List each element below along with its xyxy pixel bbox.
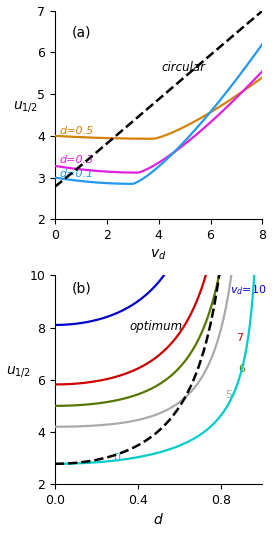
Text: 6: 6: [239, 364, 246, 374]
Y-axis label: $u_{1/2}$: $u_{1/2}$: [5, 365, 31, 380]
Text: optimum: optimum: [129, 320, 183, 333]
Text: 0: 0: [113, 453, 120, 463]
Text: d=0.3: d=0.3: [60, 156, 94, 165]
Text: d=0.1: d=0.1: [60, 169, 94, 179]
X-axis label: $d$: $d$: [153, 512, 164, 528]
Y-axis label: $u_{1/2}$: $u_{1/2}$: [13, 100, 39, 115]
Text: d=0.5: d=0.5: [60, 126, 94, 136]
Text: 5: 5: [225, 390, 232, 400]
Text: 7: 7: [236, 333, 244, 343]
Text: circular: circular: [161, 61, 205, 74]
Text: (b): (b): [72, 281, 91, 296]
X-axis label: $v_d$: $v_d$: [150, 248, 167, 262]
Text: (a): (a): [72, 25, 91, 39]
Text: $v_d$=10: $v_d$=10: [230, 284, 267, 297]
